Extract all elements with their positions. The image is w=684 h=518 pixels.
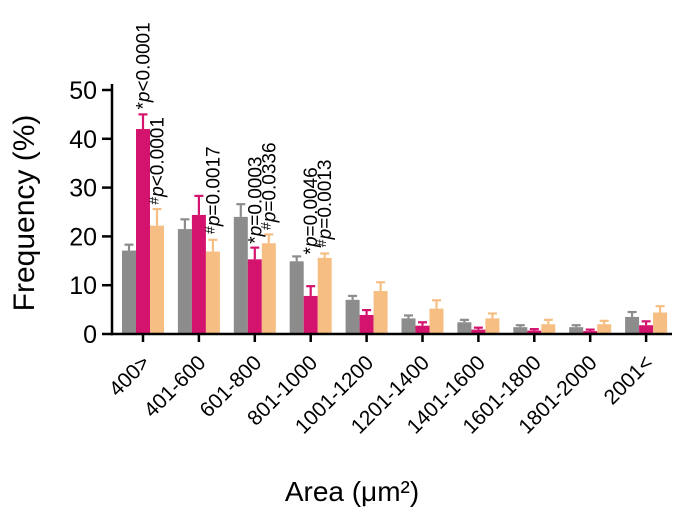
bar-gray: [177, 229, 192, 334]
bar-magenta: [583, 331, 598, 334]
y-tick-label: 50: [69, 77, 97, 105]
bar-orange: [485, 318, 500, 334]
bar-gray: [457, 322, 472, 334]
bar-magenta: [136, 129, 150, 334]
bar-gray: [625, 316, 640, 334]
bar-magenta: [415, 325, 430, 334]
p-value-annotation: *p=0.0003: [245, 157, 266, 244]
bar-orange: [317, 257, 332, 334]
bar-orange: [205, 251, 220, 334]
bar-magenta: [303, 295, 318, 334]
x-axis-title: Area (μm²): [285, 476, 419, 507]
y-axis-title: Frequency (%): [8, 115, 41, 312]
p-value-annotation: #p=0.0336: [257, 142, 280, 230]
bar-orange: [261, 243, 276, 334]
bar-orange: [541, 324, 556, 334]
p-value-annotation: #p<0.0001: [146, 117, 169, 205]
bar-gray: [233, 216, 248, 334]
bar-orange: [429, 308, 444, 334]
bar-gray: [513, 327, 528, 334]
bar-gray: [401, 318, 416, 334]
bar-orange: [653, 312, 668, 334]
p-value-annotation: #p=0.0013: [313, 160, 336, 248]
p-value-annotation: #p=0.0017: [201, 146, 224, 234]
axis-layer: [102, 84, 672, 342]
x-tick-label: 400>: [105, 351, 155, 401]
x-tick-label: 2001<: [600, 351, 658, 409]
bar-magenta: [527, 330, 542, 334]
bar-magenta: [639, 325, 654, 334]
bar-magenta: [359, 314, 374, 334]
bar-magenta: [191, 214, 206, 334]
y-tick-label: 20: [69, 223, 97, 251]
bar-orange: [597, 324, 612, 334]
y-tick-label: 40: [69, 126, 97, 154]
annotation-layer: *p<0.0001#p<0.0001#p=0.0017*p=0.0003#p=0…: [134, 22, 337, 254]
bar-orange: [373, 291, 388, 334]
p-value-annotation: *p<0.0001: [134, 22, 155, 109]
bar-magenta: [247, 259, 262, 334]
y-tick-label: 0: [83, 321, 97, 349]
bar-gray: [569, 327, 584, 334]
x-tick-label: 401-600: [140, 351, 211, 422]
bar-orange: [150, 225, 164, 334]
bar-magenta: [471, 329, 486, 334]
bar-gray: [345, 299, 360, 334]
bar-gray: [122, 250, 136, 334]
y-tick-label: 10: [69, 272, 97, 300]
bars-layer: [122, 113, 668, 334]
p-value-annotation: *p=0.0046: [301, 167, 322, 254]
y-tick-label: 30: [69, 175, 97, 203]
bar-gray: [289, 261, 304, 334]
